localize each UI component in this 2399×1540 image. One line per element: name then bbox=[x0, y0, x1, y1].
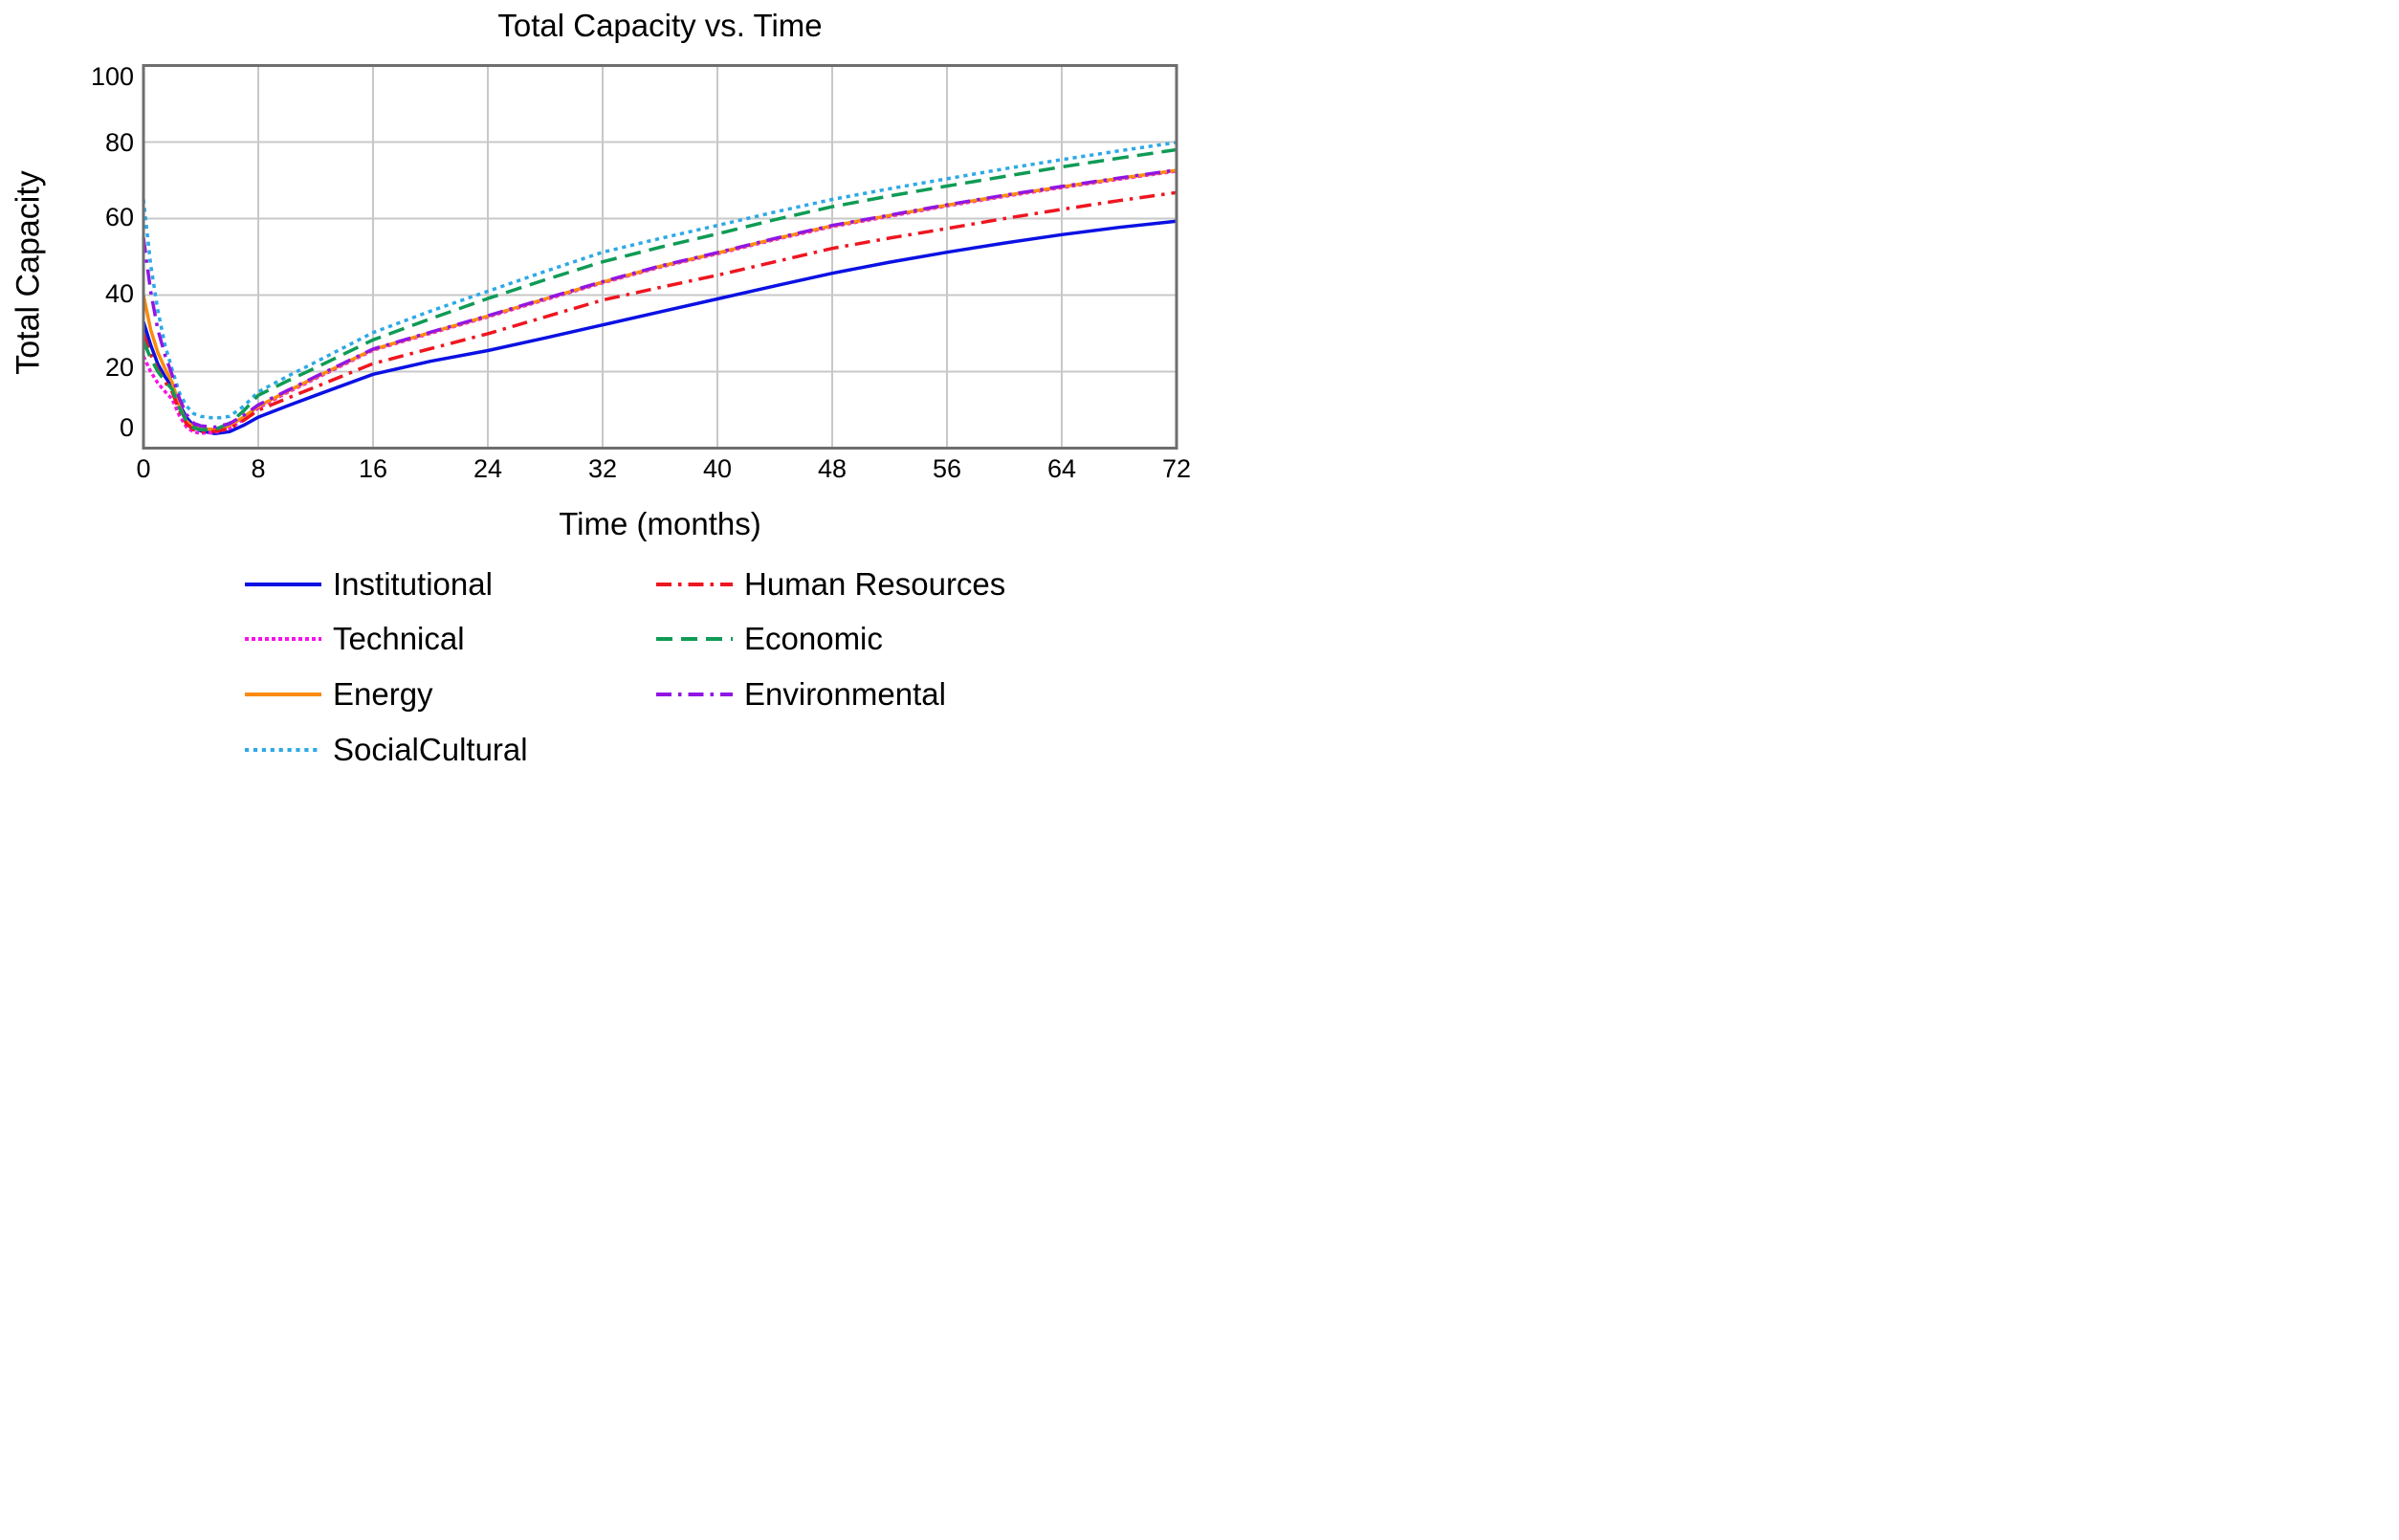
legend-label: Human Resources bbox=[744, 566, 1006, 602]
chart-title: Total Capacity vs. Time bbox=[497, 8, 823, 43]
legend-swatch-institutional bbox=[245, 583, 321, 586]
y-tick-label: 40 bbox=[104, 279, 134, 308]
legend-item-institutional: Institutional bbox=[245, 565, 493, 604]
y-tick-label: 60 bbox=[104, 203, 134, 231]
y-tick-label: 80 bbox=[104, 128, 134, 157]
series-line-economic bbox=[142, 147, 1177, 432]
legend-item-energy: Energy bbox=[245, 675, 433, 714]
legend-swatch-socialcultural bbox=[245, 748, 321, 752]
legend-item-environmental: Environmental bbox=[656, 675, 946, 714]
series-line-energy bbox=[142, 168, 1177, 431]
legend-item-human-resources: Human Resources bbox=[656, 565, 1005, 604]
x-axis-label: Time (months) bbox=[559, 506, 761, 541]
legend-label: Technical bbox=[333, 621, 465, 656]
plot-frame bbox=[142, 64, 1178, 450]
legend-label: Institutional bbox=[333, 566, 493, 602]
x-tick-label: 56 bbox=[932, 454, 962, 483]
legend-label: Energy bbox=[333, 676, 433, 712]
y-tick-label: 0 bbox=[119, 413, 134, 442]
x-tick-label: 24 bbox=[473, 454, 503, 483]
legend-label: Economic bbox=[744, 621, 883, 656]
legend-item-technical: Technical bbox=[245, 620, 465, 658]
y-tick-label: 20 bbox=[104, 353, 134, 382]
x-tick-label: 16 bbox=[358, 454, 388, 483]
legend-swatch-economic bbox=[656, 637, 733, 641]
plot-area bbox=[142, 64, 1178, 450]
legend-swatch-energy bbox=[245, 693, 321, 696]
x-tick-label: 0 bbox=[136, 454, 151, 483]
series-line-environmental bbox=[142, 167, 1177, 429]
legend-label: Environmental bbox=[744, 676, 946, 712]
series-line-technical bbox=[142, 169, 1177, 435]
x-tick-label: 8 bbox=[251, 454, 266, 483]
y-tick-label: 100 bbox=[90, 62, 134, 91]
legend-swatch-environmental bbox=[656, 693, 733, 696]
legend-label: SocialCultural bbox=[333, 732, 528, 767]
series-line-institutional bbox=[142, 219, 1177, 436]
legend-swatch-human-resources bbox=[656, 583, 733, 586]
legend-item-socialcultural: SocialCultural bbox=[245, 731, 528, 769]
series-line-human-resources bbox=[142, 190, 1177, 434]
x-tick-label: 72 bbox=[1161, 454, 1192, 483]
chart-page: Total Capacity vs. Time Total Capacity 1… bbox=[0, 0, 1200, 770]
series-line-socialcultural bbox=[142, 141, 1177, 421]
x-tick-label: 32 bbox=[587, 454, 618, 483]
legend-swatch-technical bbox=[245, 637, 321, 641]
legend-item-economic: Economic bbox=[656, 620, 883, 658]
x-tick-label: 48 bbox=[817, 454, 847, 483]
x-tick-label: 40 bbox=[702, 454, 733, 483]
x-tick-label: 64 bbox=[1046, 454, 1077, 483]
